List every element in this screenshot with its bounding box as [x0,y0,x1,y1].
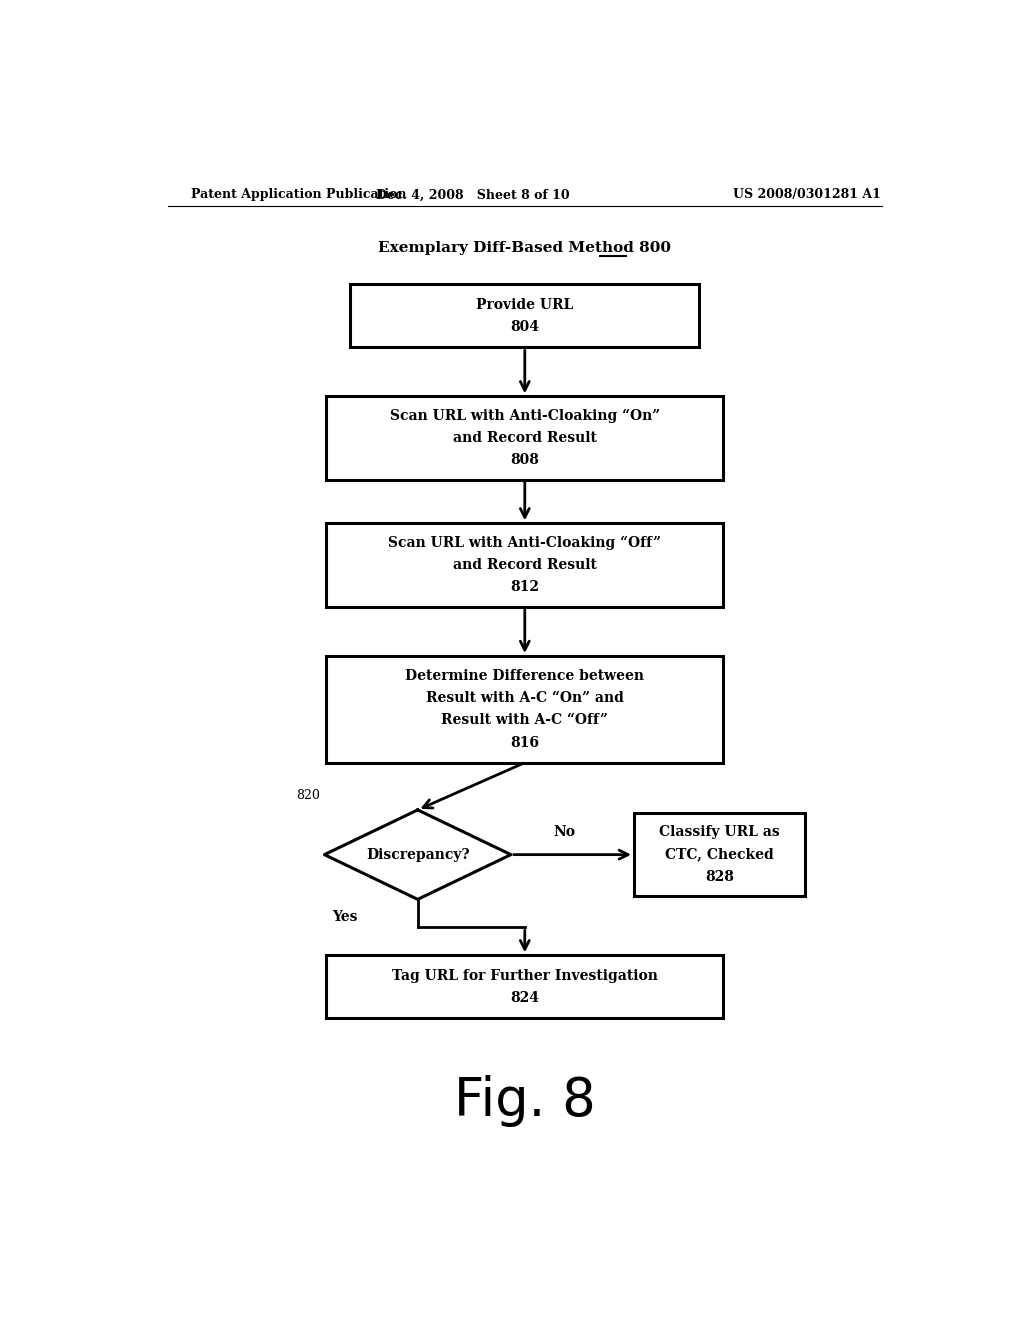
Text: 812: 812 [510,581,540,594]
Bar [634,813,805,896]
Text: Scan URL with Anti-Cloaking “On”: Scan URL with Anti-Cloaking “On” [390,408,659,422]
Bar [350,284,699,347]
Bar [327,656,723,763]
Text: Result with A-C “Off”: Result with A-C “Off” [441,714,608,727]
Text: Exemplary Diff-Based Method 800: Exemplary Diff-Based Method 800 [378,240,672,255]
Text: 824: 824 [510,991,540,1005]
Text: Fig. 8: Fig. 8 [454,1074,596,1126]
Bar [327,956,723,1018]
Text: CTC, Checked: CTC, Checked [665,847,773,862]
Text: No: No [554,825,575,840]
Bar [327,396,723,479]
Text: Classify URL as: Classify URL as [658,825,779,840]
Text: Determine Difference between: Determine Difference between [406,669,644,682]
Text: Yes: Yes [333,909,357,924]
Text: US 2008/0301281 A1: US 2008/0301281 A1 [732,189,881,202]
Text: 808: 808 [510,453,540,467]
Text: 804: 804 [510,321,540,334]
Text: Patent Application Publication: Patent Application Publication [191,189,407,202]
Text: and Record Result: and Record Result [453,430,597,445]
Text: Discrepancy?: Discrepancy? [366,847,469,862]
Text: and Record Result: and Record Result [453,558,597,572]
Text: Tag URL for Further Investigation: Tag URL for Further Investigation [392,969,657,982]
Text: Dec. 4, 2008   Sheet 8 of 10: Dec. 4, 2008 Sheet 8 of 10 [377,189,570,202]
Text: 828: 828 [705,870,733,884]
Text: 816: 816 [510,735,540,750]
Text: 820: 820 [297,789,321,801]
Text: Provide URL: Provide URL [476,298,573,312]
Polygon shape [325,810,511,899]
Text: Scan URL with Anti-Cloaking “Off”: Scan URL with Anti-Cloaking “Off” [388,536,662,549]
Bar [327,523,723,607]
Text: Result with A-C “On” and: Result with A-C “On” and [426,692,624,705]
